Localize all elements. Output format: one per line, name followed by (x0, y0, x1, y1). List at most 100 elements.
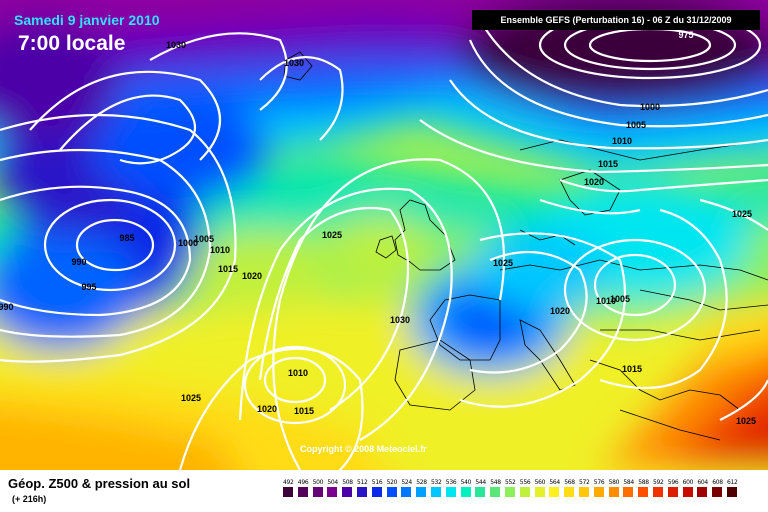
legend-value: 576 (593, 479, 605, 486)
legend-value: 544 (475, 479, 486, 486)
legend-swatch (297, 487, 308, 497)
legend-swatch (490, 487, 501, 497)
legend-swatch (549, 487, 560, 497)
legend-value: 588 (638, 479, 649, 486)
pressure-label: 1025 (181, 393, 201, 403)
legend-swatch (371, 487, 382, 497)
pressure-label: 1025 (493, 258, 513, 268)
legend-swatch (416, 487, 427, 497)
legend-value: 568 (564, 479, 575, 486)
legend-value: 516 (371, 479, 383, 486)
legend-entry: 552 (505, 478, 516, 497)
legend-swatch (519, 487, 530, 497)
legend-swatch (579, 487, 589, 497)
legend-value: 572 (579, 479, 590, 486)
legend-value: 604 (697, 479, 708, 486)
pressure-label: 1025 (732, 209, 752, 219)
legend-swatch (445, 487, 456, 497)
pressure-label: 1020 (242, 271, 262, 281)
pressure-label: 1005 (194, 234, 214, 244)
pressure-label: 1010 (596, 296, 616, 306)
map-canvas: 1030 1030 975 1000 1005 1010 1015 1020 1… (0, 0, 768, 470)
legend-entry: 596 (667, 478, 679, 497)
legend-entry: 560 (534, 478, 546, 497)
legend-value: 508 (342, 479, 353, 486)
legend-value: 532 (431, 479, 442, 486)
legend-value: 596 (667, 479, 679, 486)
legend-value: 580 (608, 479, 620, 486)
legend-entry: 572 (579, 478, 590, 497)
legend-swatch (667, 487, 678, 497)
pressure-label: 995 (81, 282, 96, 292)
legend-value: 504 (327, 479, 338, 486)
legend-swatch (564, 487, 575, 497)
pressure-label: 1010 (210, 245, 230, 255)
legend-entry: 608 (712, 478, 723, 497)
forecast-time: 7:00 locale (18, 32, 126, 55)
pressure-label: 985 (119, 233, 134, 243)
legend-entry: 592 (653, 478, 664, 497)
legend-value: 536 (445, 479, 457, 486)
legend-value: 492 (283, 479, 294, 486)
legend-swatch (712, 487, 723, 497)
copyright-notice: Copyright © 2008 Meteociel.fr (300, 444, 427, 454)
legend-swatch (460, 487, 471, 497)
legend-entry: 588 (638, 478, 649, 497)
pressure-label: 1030 (166, 40, 186, 50)
legend-value: 600 (682, 479, 694, 486)
pressure-label: 1030 (284, 58, 304, 68)
legend-entry: 524 (401, 478, 412, 497)
legend-swatch (327, 487, 338, 497)
legend-entry: 600 (682, 478, 694, 497)
legend-swatch (386, 487, 397, 497)
legend-entry: 556 (519, 478, 531, 497)
legend-value: 556 (519, 479, 531, 486)
legend-swatch (283, 487, 293, 497)
legend-swatch (534, 487, 545, 497)
legend-entry: 580 (608, 478, 620, 497)
legend-value: 520 (386, 479, 398, 486)
legend-swatch (342, 487, 353, 497)
legend-value: 612 (727, 479, 738, 486)
legend-entry: 532 (431, 478, 442, 497)
legend-swatch (505, 487, 515, 497)
pressure-label: 975 (678, 30, 693, 40)
legend-swatch (608, 487, 619, 497)
legend-value: 560 (534, 479, 546, 486)
legend-value: 524 (401, 479, 412, 486)
pressure-label: 1010 (612, 136, 632, 146)
legend-entry: 520 (386, 478, 398, 497)
weather-map: 1030 1030 975 1000 1005 1010 1015 1020 1… (0, 0, 768, 470)
legend-entry: 512 (357, 478, 368, 497)
legend-swatch (593, 487, 604, 497)
legend-value: 512 (357, 479, 368, 486)
pressure-label: 1015 (622, 364, 642, 374)
legend-entry: 528 (416, 478, 427, 497)
legend-entry: 504 (327, 478, 338, 497)
legend-entry: 500 (312, 478, 323, 497)
legend-swatch (431, 487, 441, 497)
pressure-label: 1015 (218, 264, 238, 274)
legend-entry: 540 (460, 478, 471, 497)
legend-entry: 496 (297, 478, 309, 497)
legend-entry: 584 (623, 478, 634, 497)
legend-swatch (653, 487, 663, 497)
legend-entry: 576 (593, 478, 605, 497)
pressure-label: 1005 (610, 294, 630, 304)
pressure-label: 1030 (390, 315, 410, 325)
legend-swatch (727, 487, 737, 497)
legend-swatch (682, 487, 693, 497)
legend-value: 496 (297, 479, 309, 486)
map-title: Géop. Z500 & pression au sol (8, 476, 191, 491)
pressure-label: 1005 (626, 120, 646, 130)
legend-entry: 544 (475, 478, 486, 497)
pressure-label: 1020 (257, 404, 277, 414)
legend-entry: 564 (549, 478, 560, 497)
pressure-label: 1025 (322, 230, 342, 240)
forecast-date: Samedi 9 janvier 2010 (14, 12, 160, 28)
legend-entry: 536 (445, 478, 457, 497)
pressure-label: 1025 (736, 416, 756, 426)
legend-swatch (697, 487, 708, 497)
pressure-label: 1020 (550, 306, 570, 316)
legend-swatch (357, 487, 367, 497)
